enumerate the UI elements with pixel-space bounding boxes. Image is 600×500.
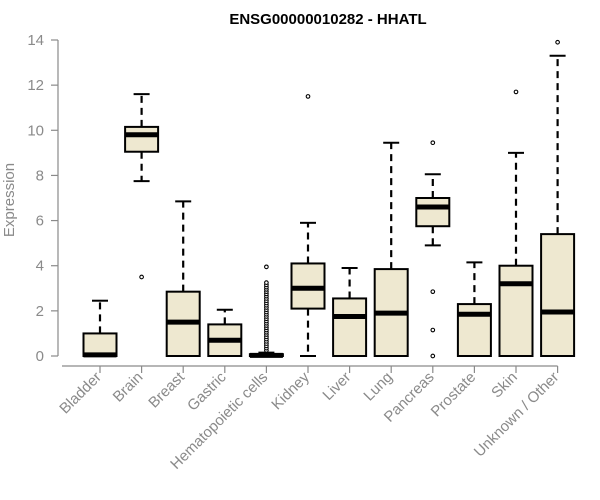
outlier-8-1	[430, 289, 436, 295]
box-rect-6	[332, 297, 368, 358]
box-0	[82, 299, 118, 358]
y-tick-label-10: 10	[27, 122, 44, 139]
y-axis-label: Expression	[1, 163, 18, 237]
outlier-8-0	[430, 140, 436, 146]
outlier-4-31	[264, 264, 269, 270]
box-11	[540, 39, 576, 357]
box-2	[165, 200, 201, 357]
y-tick-label-6: 6	[36, 213, 44, 230]
y-tick-label-14: 14	[27, 32, 44, 49]
box-7	[373, 141, 409, 358]
boxplots	[82, 39, 576, 359]
box-3	[207, 308, 243, 357]
chart-title: ENSG00000010282 - HHATL	[229, 11, 426, 28]
category-label-2: Breast	[145, 368, 188, 411]
category-label-5: Kidney	[268, 368, 313, 413]
box-10	[498, 89, 534, 358]
box-5	[290, 94, 326, 357]
outlier-4-30	[264, 280, 269, 285]
box-1	[124, 93, 160, 280]
box-rect-11	[540, 233, 576, 357]
category-label-10: Skin	[488, 369, 521, 402]
category-label-0: Bladder	[56, 369, 105, 418]
outlier-8-2	[430, 327, 436, 333]
box-9	[456, 261, 492, 358]
category-label-1: Brain	[110, 369, 147, 406]
outlier-8-3	[430, 353, 436, 359]
outlier-11-0	[555, 39, 560, 45]
outlier-10-0	[513, 89, 519, 95]
y-tick-label-0: 0	[36, 348, 44, 365]
category-label-6: Liver	[319, 369, 354, 404]
y-axis: 0 2 4 6 8 10 12 14	[27, 32, 59, 365]
category-label-9: Prostate	[428, 369, 480, 421]
box-4	[248, 264, 284, 358]
box-8	[415, 140, 451, 359]
box-6	[332, 266, 368, 358]
box-rect-1	[124, 125, 160, 153]
y-tick-label-2: 2	[36, 303, 44, 320]
category-label-7: Lung	[360, 369, 396, 405]
box-rect-10	[498, 264, 534, 358]
y-tick-label-4: 4	[36, 258, 44, 275]
y-tick-label-8: 8	[36, 167, 44, 184]
box-rect-8	[415, 197, 451, 228]
outlier-5-0	[305, 94, 311, 99]
y-tick-label-12: 12	[27, 77, 44, 94]
outlier-1-0	[139, 274, 144, 280]
